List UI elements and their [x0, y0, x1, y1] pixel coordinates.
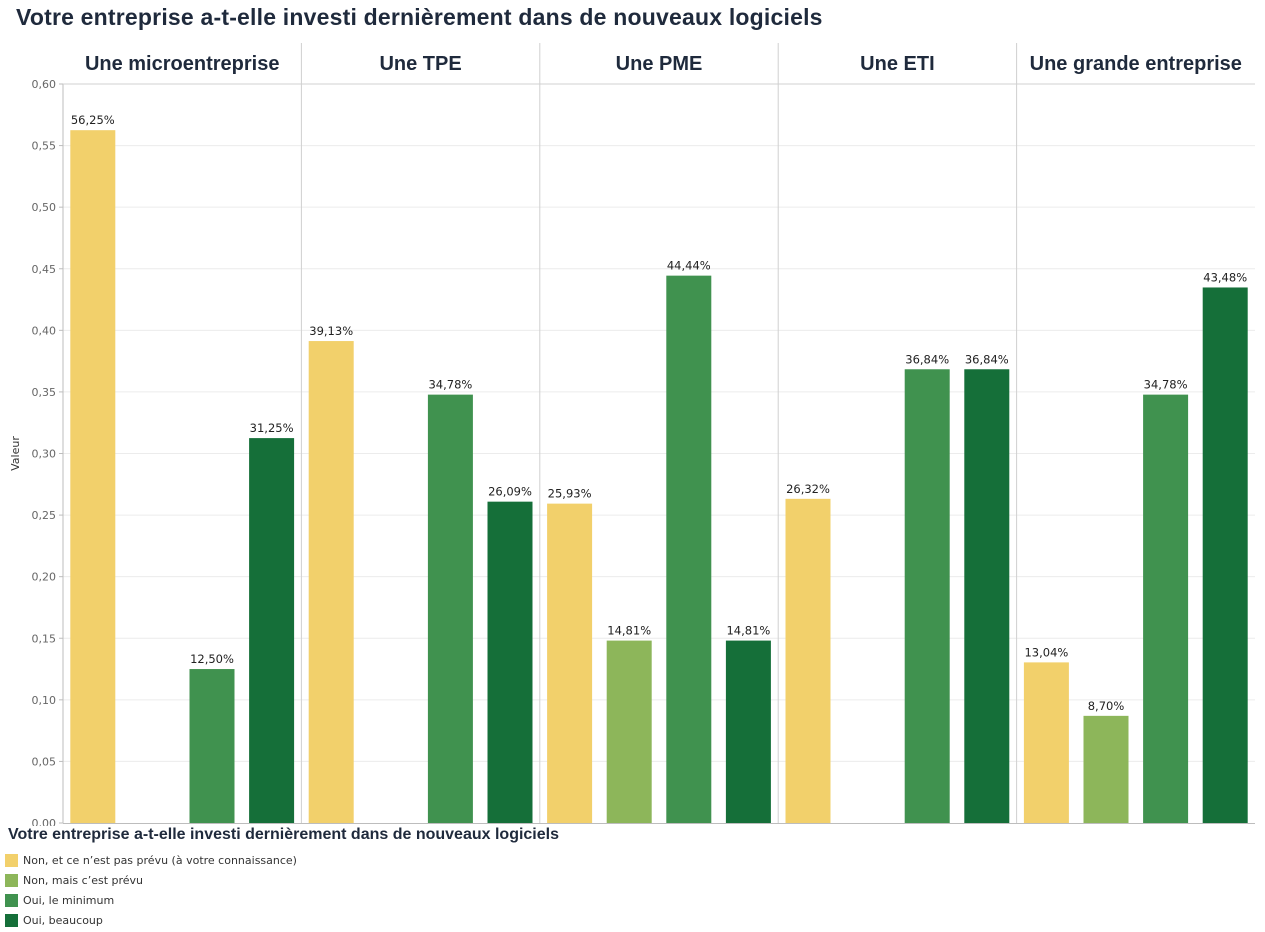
- y-tick-label: 0,00: [32, 817, 57, 826]
- y-tick-label: 0,35: [32, 386, 57, 399]
- data-label: 39,13%: [309, 324, 353, 338]
- bar: [904, 369, 950, 823]
- legend-label: Oui, beaucoup: [23, 913, 103, 927]
- data-label: 31,25%: [250, 421, 294, 435]
- legend-label: Oui, le minimum: [23, 893, 115, 907]
- bar-chart: 0,00 0,05 0,10 0,15 0,20 0,25 0,30 0,35 0,40 0,45…: [9, 43, 1255, 826]
- bar: [487, 501, 533, 823]
- panel-header: Une PME: [616, 53, 703, 75]
- panel-header: Une TPE: [379, 53, 461, 75]
- panel-header: Une grande entreprise: [1030, 53, 1242, 75]
- bar: [189, 669, 235, 823]
- data-label: 34,78%: [428, 378, 472, 392]
- y-tick-label: 0,05: [32, 755, 57, 768]
- bar: [725, 640, 771, 823]
- bar: [1083, 715, 1129, 823]
- legend-title: Votre entreprise a-t-elle investi derniè…: [8, 826, 559, 843]
- data-label: 8,70%: [1088, 699, 1125, 713]
- bar: [308, 341, 354, 823]
- legend-swatch: [5, 853, 18, 867]
- bar: [249, 438, 295, 823]
- legend-swatch: [5, 873, 18, 887]
- legend-label: Non, mais c’est prévu: [23, 873, 144, 887]
- y-tick-label: 0,55: [32, 140, 57, 153]
- data-label: 14,81%: [726, 624, 770, 638]
- data-label: 34,78%: [1144, 378, 1188, 392]
- data-label: 12,50%: [190, 652, 234, 666]
- legend-item[interactable]: Non, et ce n’est pas prévu (à votre conn…: [5, 850, 559, 870]
- legend: Votre entreprise a-t-elle investi derniè…: [5, 826, 559, 930]
- panel-header: Une microentreprise: [85, 53, 280, 75]
- legend-swatch: [5, 893, 18, 907]
- y-tick-label: 0,10: [32, 694, 57, 707]
- legend-item[interactable]: Non, mais c’est prévu: [5, 870, 559, 890]
- bar: [1202, 287, 1248, 824]
- data-label: 44,44%: [667, 259, 711, 273]
- bar: [70, 130, 116, 823]
- data-label: 14,81%: [607, 624, 651, 638]
- bar: [785, 498, 831, 823]
- y-tick-label: 0,25: [32, 509, 57, 522]
- data-label: 36,84%: [965, 352, 1009, 366]
- panel-header: Une ETI: [860, 53, 934, 75]
- data-label: 26,32%: [786, 482, 830, 496]
- data-label: 36,84%: [905, 352, 949, 366]
- y-tick-label: 0,20: [32, 571, 57, 584]
- y-tick-label: 0,30: [32, 448, 57, 461]
- y-tick-label: 0,40: [32, 324, 57, 337]
- y-tick-label: 0,45: [32, 263, 57, 276]
- legend-item[interactable]: Oui, beaucoup: [5, 910, 559, 930]
- bar: [547, 503, 593, 823]
- bar: [427, 394, 473, 823]
- data-label: 25,93%: [548, 487, 592, 501]
- legend-swatch: [5, 913, 18, 927]
- y-tick-label: 0,60: [32, 78, 57, 91]
- bar: [964, 369, 1010, 823]
- legend-item[interactable]: Oui, le minimum: [5, 890, 559, 910]
- y-axis-label: Valeur: [9, 436, 22, 471]
- data-label: 56,25%: [71, 113, 115, 127]
- legend-label: Non, et ce n’est pas prévu (à votre conn…: [23, 853, 297, 867]
- bar: [1143, 394, 1189, 823]
- bar: [606, 640, 652, 823]
- data-label: 43,48%: [1203, 270, 1247, 284]
- data-label: 26,09%: [488, 485, 532, 499]
- legend-items: Non, et ce n’est pas prévu (à votre conn…: [5, 850, 559, 930]
- y-tick-label: 0,15: [32, 632, 57, 645]
- y-tick-label: 0,50: [32, 201, 57, 214]
- chart-title: Votre entreprise a-t-elle investi derniè…: [16, 4, 823, 30]
- bar: [1023, 662, 1069, 823]
- data-label: 13,04%: [1024, 645, 1068, 659]
- bar: [666, 275, 712, 823]
